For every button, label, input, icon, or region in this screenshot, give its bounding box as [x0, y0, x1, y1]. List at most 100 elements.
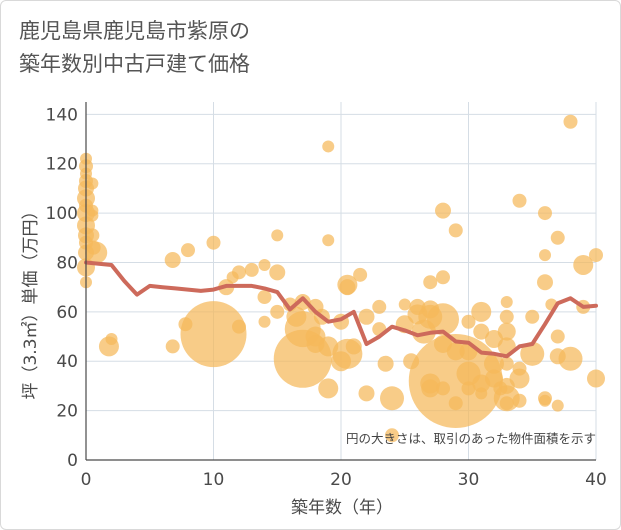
bubble-point [322, 234, 335, 247]
x-tick-label: 40 [585, 470, 607, 490]
bubble-point [461, 381, 476, 396]
x-tick-label: 10 [203, 470, 225, 490]
trend-line [84, 260, 598, 359]
bubble-size-note: 円の大きさは、取引のあった物件面積を示す [346, 431, 596, 446]
bubble-point [436, 270, 450, 285]
bubble-point [178, 317, 193, 332]
bubble-point [86, 177, 99, 190]
bubble-point [446, 342, 465, 361]
y-tick-label: 100 [46, 204, 78, 224]
bubble-point [409, 298, 426, 315]
bubble-point [551, 399, 564, 412]
bubble-point [525, 309, 540, 324]
bubble-point [471, 301, 492, 322]
x-tick-label: 20 [330, 470, 352, 490]
bubble-point [345, 338, 362, 355]
bubble-point [398, 298, 411, 311]
bubble-point [421, 300, 440, 319]
bubble-point [358, 385, 375, 402]
bubble-point [539, 394, 551, 407]
bubble-point [493, 381, 508, 396]
bubble-point [435, 202, 451, 219]
x-tick-label: 0 [81, 470, 92, 490]
chart-title: 鹿児島県鹿児島市紫原の 築年数別中古戸建て価格 [19, 19, 250, 76]
bubble-point [512, 393, 527, 408]
bubble-point [181, 243, 195, 258]
bubble-point [331, 351, 351, 372]
bubble-point [520, 341, 545, 366]
bubble-point [539, 249, 551, 262]
trend-line-series [84, 260, 598, 359]
y-tick-labels: 0 20 40 60 80 100 120 140 [46, 105, 78, 471]
y-tick-label: 0 [67, 451, 78, 471]
bubble-point [244, 262, 259, 277]
bubble-point [473, 323, 490, 340]
bubble-point [403, 353, 420, 370]
bubble-point [257, 290, 272, 305]
bubble-point [537, 274, 553, 291]
bubble-point [258, 315, 271, 328]
bubble-point [318, 378, 339, 399]
bubble-point [475, 387, 488, 400]
x-axis-title: 築年数（年） [291, 498, 393, 518]
bubble-point [258, 258, 271, 271]
bubble-point [589, 248, 603, 263]
bubble-point [448, 396, 463, 411]
bubble-point [206, 235, 221, 250]
y-tick-label: 140 [46, 105, 78, 125]
bubble-point [86, 209, 99, 222]
bubble-point [269, 264, 286, 281]
bubble-point [423, 275, 438, 290]
bubble-point [306, 334, 325, 353]
x-tick-labels: 0 10 20 30 40 [81, 470, 607, 490]
y-axis-title: 坪（3.3㎡）単価（万円） [21, 202, 41, 399]
bubble-point [573, 254, 594, 275]
y-tick-label: 20 [56, 402, 78, 422]
bubble-point [587, 369, 605, 388]
bubble-point [353, 267, 368, 282]
bubble-point [499, 356, 514, 371]
bubble-point [270, 304, 285, 319]
bubble-point [421, 379, 440, 398]
bubble-point [232, 319, 246, 334]
bubble-point [180, 301, 247, 368]
bubble-point [385, 428, 399, 443]
bubble-point [499, 396, 514, 411]
bubble-point [408, 333, 503, 428]
y-tick-label: 120 [46, 155, 78, 175]
y-tick-label: 40 [56, 352, 78, 372]
bubble-point [380, 386, 404, 411]
bubble-point [286, 306, 307, 327]
bubble-point [86, 240, 101, 255]
bubble-point [372, 299, 387, 314]
bubble-point [226, 271, 239, 284]
x-tick-label: 30 [458, 470, 480, 490]
bubble-point [499, 309, 514, 324]
bubble-point [85, 228, 100, 243]
bubble-point [512, 361, 527, 376]
bubble-point [538, 206, 552, 221]
bubble-point [550, 329, 565, 344]
bubble-point [377, 355, 394, 372]
bubble-point [271, 229, 284, 242]
bubble-point [497, 322, 516, 341]
y-tick-label: 80 [56, 253, 78, 273]
bubble-point [339, 279, 356, 296]
bubble-point [436, 381, 450, 396]
axes [85, 102, 596, 461]
bubble-point [563, 114, 578, 129]
bubble-point [550, 230, 565, 245]
bubble-point [500, 295, 513, 308]
bubble-point [105, 333, 118, 346]
bubble-point [164, 252, 181, 269]
bubble-point [549, 348, 566, 365]
bubble-point [484, 353, 504, 374]
bubble-point [358, 308, 375, 325]
bubble-point [512, 193, 527, 208]
bubble-point [322, 140, 335, 153]
bubble-point [165, 339, 180, 354]
bubble-series [77, 114, 605, 443]
bubble-point [294, 293, 311, 310]
bubble-point [448, 223, 463, 238]
